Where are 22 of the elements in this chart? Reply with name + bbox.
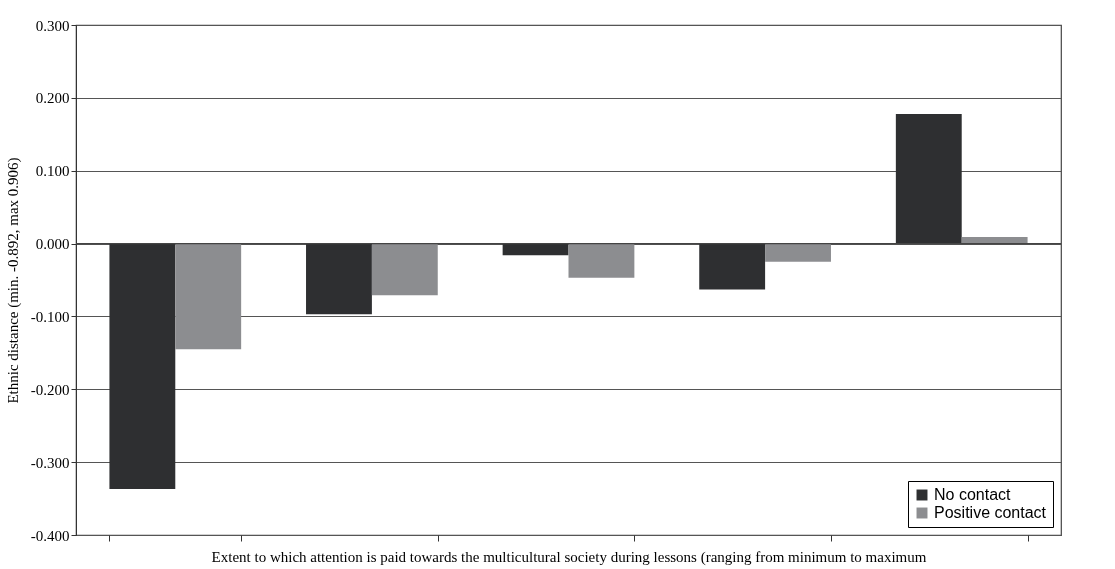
y-tick-label: -0.300 <box>30 454 70 471</box>
bar <box>109 243 176 490</box>
y-tick-label: 0.100 <box>35 163 70 180</box>
legend-label: No contact <box>934 486 1012 503</box>
y-tick-label: -0.400 <box>30 527 70 544</box>
bar <box>371 243 438 296</box>
legend-label: Positive contact <box>934 504 1047 521</box>
bar <box>895 113 962 244</box>
bar <box>502 243 569 256</box>
bar <box>765 243 831 262</box>
y-tick-label: -0.100 <box>30 308 70 325</box>
bar <box>306 243 372 315</box>
x-axis-title: Extent to which attention is paid towards the multicultural society during lessons (ranging from minimum to maximum <box>211 549 927 566</box>
y-tick-label: 0.000 <box>35 236 70 253</box>
bar <box>961 237 1028 244</box>
y-tick-label: -0.200 <box>30 381 70 398</box>
y-tick-label: 0.300 <box>35 17 70 34</box>
y-tick-label: 0.200 <box>35 90 70 107</box>
bar <box>175 243 242 350</box>
y-axis-title: Ethnic distance (min. -0.892, max 0.906) <box>4 157 22 404</box>
bar <box>699 243 766 290</box>
bar <box>568 243 635 278</box>
